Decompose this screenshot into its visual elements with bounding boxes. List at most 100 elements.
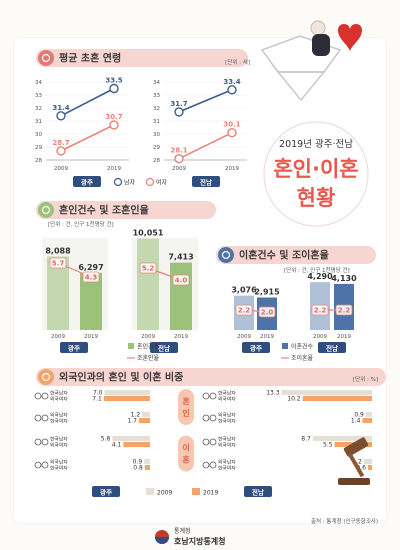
age-legend-female-marker — [145, 177, 155, 187]
age-ytick-1-30: 30 — [153, 132, 160, 138]
age-ytick-1-32: 32 — [153, 106, 160, 112]
marriage-legend-bar-marker — [128, 343, 134, 349]
divorce-xtick-0-0: 2009 — [237, 334, 251, 340]
divorce-count-label-1-1: 4,130 — [331, 274, 357, 283]
gavel-block-icon — [338, 478, 370, 485]
divorce-header-icon-mark — [221, 250, 231, 260]
divorce-rate-box-1-0 — [311, 304, 329, 316]
intl-bar-gj-0-0-0 — [104, 390, 150, 395]
intl-header-icon — [38, 369, 54, 385]
intl-val-gj-0-1-0: 1.2 — [131, 412, 141, 419]
intl-row-l1-jn-0-1: 외국남자 — [218, 412, 236, 419]
intl-row-l1-gj-0-0: 한국남자 — [50, 390, 68, 397]
intl-bar-gj-1-0-1 — [123, 442, 150, 447]
divorce-legend-bar-marker — [282, 343, 288, 349]
age-label-0-1-0: 28.7 — [52, 139, 69, 147]
intl-val-gj-0-0-1: 7.1 — [92, 396, 102, 403]
intl-row-l1-gj-0-1: 외국남자 — [50, 412, 68, 419]
age-ytick-0-31: 31 — [35, 119, 42, 125]
divorce-header-bg — [216, 246, 376, 264]
divorce-rate-label-0-0: 2.2 — [238, 307, 251, 315]
intl-bar-gj-0-0-1 — [103, 396, 150, 401]
marriage-bar-1-1 — [170, 262, 192, 330]
intl-val-gj-1-1-0: 0.9 — [133, 459, 143, 466]
intl-bar-jn-1-1-0 — [363, 459, 372, 464]
divorce-legend-rate: 조이혼율 — [291, 354, 314, 362]
age-point-0-0-1 — [109, 83, 119, 94]
age-legend-female: 여자 — [156, 179, 168, 187]
age-xtick-1-1: 2019 — [225, 166, 239, 172]
age-legend-male: 남자 — [124, 179, 136, 187]
marriage-bar-1-0 — [137, 238, 159, 330]
intl-person-icon-a-1-0 — [34, 438, 42, 446]
intl-row-l1-jn-1-0: 한국남자 — [218, 436, 236, 443]
divorce-region-0-label: 광주 — [250, 344, 262, 353]
age-xtick-0-1: 2019 — [107, 166, 121, 172]
age-region-0-label: 광주 — [81, 178, 93, 187]
intl-person-icon-c-1-1 — [202, 461, 210, 469]
footer-org1: 통계청 — [174, 527, 191, 535]
intl-row-l1-jn-0-0: 한국남자 — [218, 390, 236, 397]
age-unit: [단위 : 세] — [225, 58, 250, 66]
intl-bar-jn-1-0-0 — [312, 436, 372, 441]
intl-bar-jn-0-1-0 — [365, 412, 372, 417]
intl-region-gj-label: 광주 — [100, 488, 112, 497]
divorce-count-label-0-0: 3,076 — [231, 286, 257, 295]
marriage-count-label-0-1: 6,297 — [78, 263, 103, 272]
intl-bar-gj-1-0-0 — [112, 436, 150, 441]
intl-row-l2-jn-0-0: 외국여자 — [218, 396, 236, 403]
age-ytick-1-31: 31 — [153, 119, 160, 125]
footer-org2: 호남지방통계청 — [174, 536, 226, 546]
intl-header-icon-mark — [41, 372, 51, 382]
intl-group-char2-1: 혼 — [182, 455, 190, 465]
red-heart-icon — [338, 24, 362, 52]
marriage-bar-0-1 — [80, 272, 102, 330]
marriage-rate-label-1-0: 5.2 — [142, 265, 155, 273]
intl-person-icon-a-1-1 — [34, 461, 42, 469]
intl-val-jn-1-0-1: 5.5 — [323, 442, 333, 449]
marriage-rate-label-0-1: 4.3 — [85, 274, 98, 282]
intl-person-icon-b-1-0 — [41, 438, 49, 446]
divorce-unit: [단위 : 건, 인구 1천명당 건] — [284, 266, 350, 274]
diamond-ring-lower-icon — [276, 71, 326, 102]
divorce-region-0-pill-bg — [242, 342, 270, 353]
divorce-title: 이혼건수 및 조이혼율 — [239, 249, 329, 262]
intl-person-icon-c-1-0 — [202, 438, 210, 446]
age-ytick-1-28: 28 — [153, 158, 160, 164]
age-label-1-0-0: 31.7 — [170, 100, 187, 108]
age-point-1-1-1 — [227, 127, 237, 138]
intl-row-l2-jn-1-1: 한국여자 — [218, 465, 236, 472]
age-line-1-0 — [178, 89, 233, 113]
age-point-0-1-1 — [109, 120, 119, 130]
age-xtick-1-0: 2009 — [172, 166, 186, 172]
age-ytick-0-33: 33 — [35, 93, 42, 99]
intl-row-l2-jn-1-0: 외국여자 — [218, 442, 236, 449]
title-circle — [263, 121, 369, 227]
age-ytick-0-34: 34 — [35, 80, 42, 86]
intl-person-icon-d-1-1 — [209, 461, 217, 469]
marriage-count-label-1-0: 10,051 — [133, 229, 164, 238]
intl-title: 외국인과의 혼인 및 이혼 비중 — [59, 371, 183, 384]
marriage-unit: [단위 : 건, 인구 1천명당 건] — [48, 220, 114, 228]
intl-person-icon-a-0-0 — [34, 392, 42, 400]
intl-bar-jn-1-1-1 — [367, 465, 372, 470]
intl-bar-gj-0-1-0 — [142, 412, 150, 417]
divorce-legend-bar: 이혼건수 — [291, 343, 314, 351]
intl-row-l1-gj-1-0: 한국남자 — [50, 436, 68, 443]
age-point-1-0-0 — [174, 107, 184, 117]
age-legend-male-marker — [113, 177, 123, 187]
age-xtick-0-0: 2009 — [54, 166, 68, 172]
marriage-count-label-0-0: 8,088 — [45, 246, 71, 255]
gavel-handle-icon — [347, 452, 365, 478]
marriage-region-1-pill-bg — [150, 342, 178, 353]
marriage-region-0-pill-bg — [60, 342, 88, 353]
age-ytick-0-32: 32 — [35, 106, 42, 112]
divorce-count-label-0-1: 2,915 — [254, 287, 280, 296]
divorce-xtick-1-0: 2009 — [313, 334, 327, 340]
age-ytick-1-33: 33 — [153, 93, 160, 99]
marriage-region-0-label: 광주 — [68, 344, 80, 353]
gov-emblem-lower-icon — [155, 537, 169, 544]
intl-group-char2-0: 인 — [182, 408, 189, 418]
age-ytick-0-28: 28 — [35, 158, 42, 164]
